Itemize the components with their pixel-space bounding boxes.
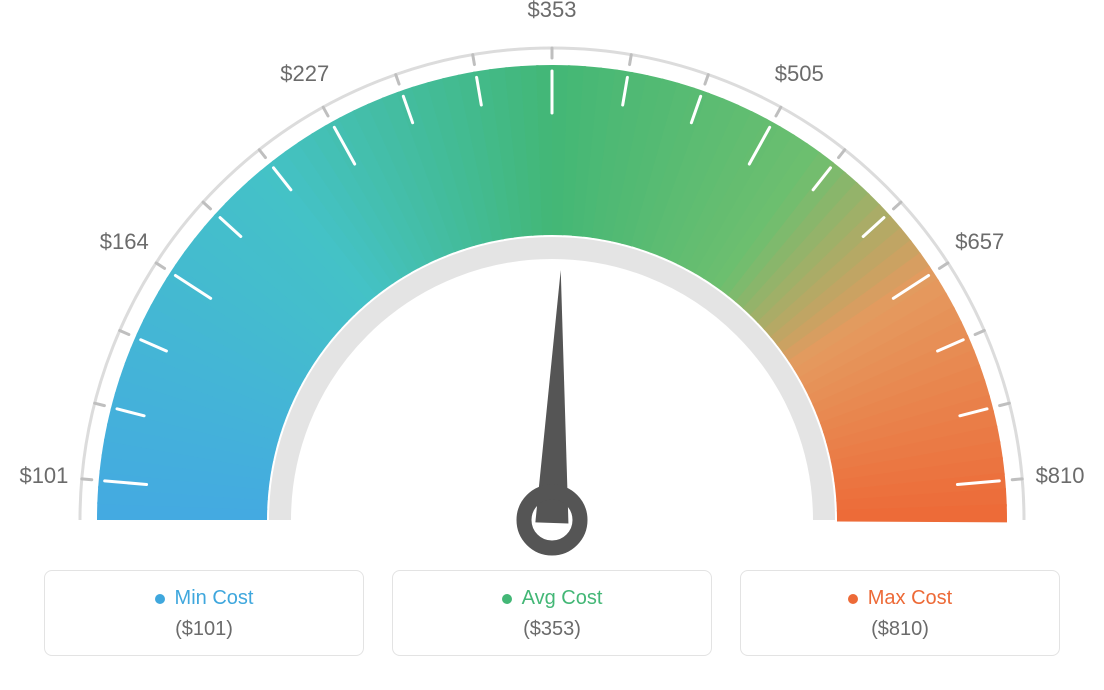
legend-dot-avg — [502, 594, 512, 604]
gauge-tick-label: $353 — [528, 0, 577, 23]
legend-card-avg: Avg Cost ($353) — [392, 570, 712, 656]
legend-value-avg: ($353) — [403, 618, 701, 641]
legend-value-min: ($101) — [55, 618, 353, 641]
gauge-tick-label: $505 — [775, 61, 824, 87]
legend-title-max: Max Cost — [848, 587, 952, 610]
legend-card-max: Max Cost ($810) — [740, 570, 1060, 656]
legend-label-min: Min Cost — [175, 587, 254, 610]
legend-title-avg: Avg Cost — [502, 587, 603, 610]
gauge-tick-label: $164 — [100, 229, 149, 255]
gauge-tick-label: $227 — [280, 61, 329, 87]
gauge-svg — [0, 0, 1104, 560]
gauge-tick-label: $810 — [1036, 463, 1085, 489]
legend-card-min: Min Cost ($101) — [44, 570, 364, 656]
cost-gauge: $101 $164 $227 $353 $505 $657 $810 — [0, 0, 1104, 560]
legend-value-max: ($810) — [751, 618, 1049, 641]
legend-dot-min — [155, 594, 165, 604]
gauge-tick-label: $657 — [955, 229, 1004, 255]
legend-dot-max — [848, 594, 858, 604]
legend-row: Min Cost ($101) Avg Cost ($353) Max Cost… — [0, 570, 1104, 656]
legend-label-avg: Avg Cost — [522, 587, 603, 610]
gauge-tick-label: $101 — [19, 463, 68, 489]
legend-title-min: Min Cost — [155, 587, 254, 610]
legend-label-max: Max Cost — [868, 587, 952, 610]
